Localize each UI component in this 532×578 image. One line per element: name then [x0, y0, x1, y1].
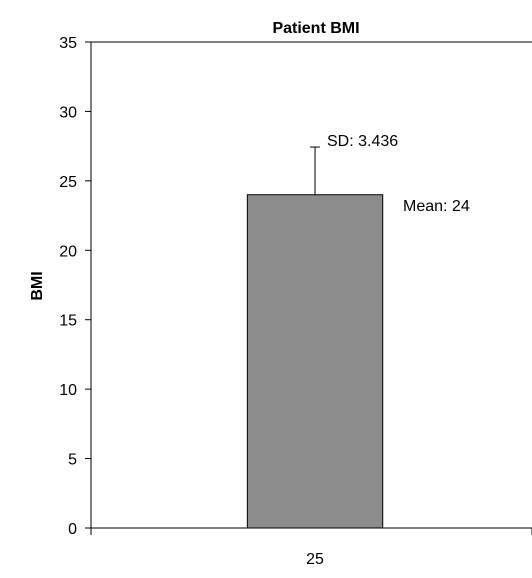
x-tick-labels-layer: 25	[306, 551, 324, 568]
y-tick-label: 25	[59, 174, 77, 191]
sd-annotation: SD: 3.436	[327, 133, 398, 150]
bar-25	[246, 194, 384, 529]
bars-layer	[246, 194, 384, 529]
y-tick-label: 35	[59, 35, 77, 52]
y-tick-label: 5	[68, 452, 77, 469]
y-tick-label: 10	[59, 382, 77, 399]
y-ticks-layer: 0 5 10 15 20 25 30 35	[59, 35, 91, 538]
y-tick-label: 15	[59, 313, 77, 330]
y-tick-label: 20	[59, 243, 77, 260]
y-tick-label: 30	[59, 104, 77, 121]
y-axis-label: BMI	[29, 271, 46, 300]
mean-annotation: Mean: 24	[403, 198, 470, 215]
error-bars-layer	[310, 146, 321, 195]
y-tick-label: 0	[68, 521, 77, 538]
x-tick-label: 25	[306, 551, 324, 568]
chart-title: Patient BMI	[272, 20, 359, 37]
